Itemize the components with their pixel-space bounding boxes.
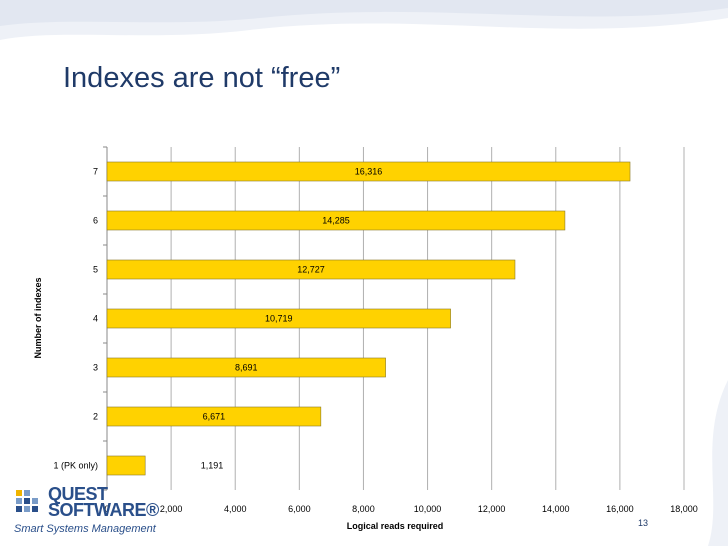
bar — [106, 406, 322, 427]
category-label: 5 — [93, 265, 98, 275]
logo-tagline: Smart Systems Management — [14, 523, 156, 535]
category-label: 4 — [93, 314, 98, 324]
bar — [106, 259, 516, 280]
bar — [106, 161, 631, 182]
data-label: 1,191 — [201, 461, 224, 471]
slide-title: Indexes are not “free” — [63, 62, 341, 94]
logo-text-quest: QUEST — [48, 484, 108, 504]
quest-logo-icon — [16, 490, 38, 512]
x-tick-label: 0 — [104, 504, 109, 514]
y-axis-label: Number of indexes — [33, 277, 43, 359]
category-label: 1 (PK only) — [53, 461, 98, 471]
x-tick-label: 18,000 — [670, 504, 698, 514]
data-label: 8,691 — [235, 363, 258, 373]
bar — [106, 357, 386, 378]
x-tick-label: 8,000 — [352, 504, 375, 514]
logo-text-software: SOFTWARE® — [48, 500, 159, 520]
quest-software-logo: QUEST SOFTWARE® Smart Systems Management — [10, 482, 170, 542]
x-tick-label: 10,000 — [414, 504, 442, 514]
x-tick-label: 16,000 — [606, 504, 634, 514]
bar — [106, 455, 146, 476]
x-axis-label: Logical reads required — [346, 521, 444, 531]
data-label: 16,316 — [355, 167, 383, 177]
data-label: 10,719 — [265, 314, 293, 324]
data-label: 14,285 — [322, 216, 350, 226]
x-tick-label: 6,000 — [288, 504, 311, 514]
bar — [106, 308, 451, 329]
x-tick-label: 14,000 — [542, 504, 570, 514]
category-label: 6 — [93, 216, 98, 226]
bar — [106, 210, 566, 231]
category-label: 7 — [93, 167, 98, 177]
page-number: 13 — [638, 518, 649, 528]
data-label: 12,727 — [297, 265, 325, 275]
x-tick-label: 12,000 — [478, 504, 506, 514]
category-label: 2 — [93, 412, 98, 422]
x-tick-label: 2,000 — [160, 504, 183, 514]
x-tick-label: 4,000 — [224, 504, 247, 514]
data-label: 6,671 — [203, 412, 226, 422]
category-label: 3 — [93, 363, 98, 373]
